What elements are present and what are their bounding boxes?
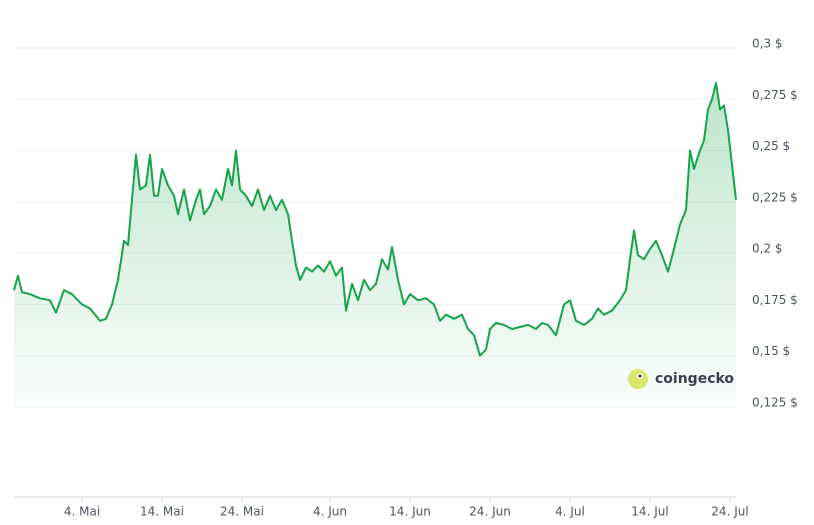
y-tick-label: 0,2 $ [752,242,783,256]
y-tick-label: 0,225 $ [752,190,798,204]
y-tick-label: 0,15 $ [752,344,790,358]
x-tick-label: 14. Mai [140,505,184,519]
x-tick-label: 4. Jun [313,505,347,519]
x-tick-label: 4. Mai [64,505,100,519]
y-tick-label: 0,125 $ [752,396,798,410]
watermark: coingecko [655,371,734,387]
watermark-logo [628,369,648,389]
x-tick-label: 14. Jun [389,505,431,519]
y-tick-label: 0,275 $ [752,88,798,102]
x-tick-label: 24. Jul [711,505,748,519]
y-tick-label: 0,175 $ [752,293,798,307]
y-tick-label: 0,3 $ [752,37,783,51]
x-tick-label: 24. Jun [469,505,511,519]
x-tick-label: 14. Jul [631,505,668,519]
x-tick-label: 24. Mai [220,505,264,519]
area [14,82,736,408]
y-tick-label: 0,25 $ [752,139,790,153]
price-line [13,81,737,357]
x-tick-label: 4. Jul [555,505,585,519]
